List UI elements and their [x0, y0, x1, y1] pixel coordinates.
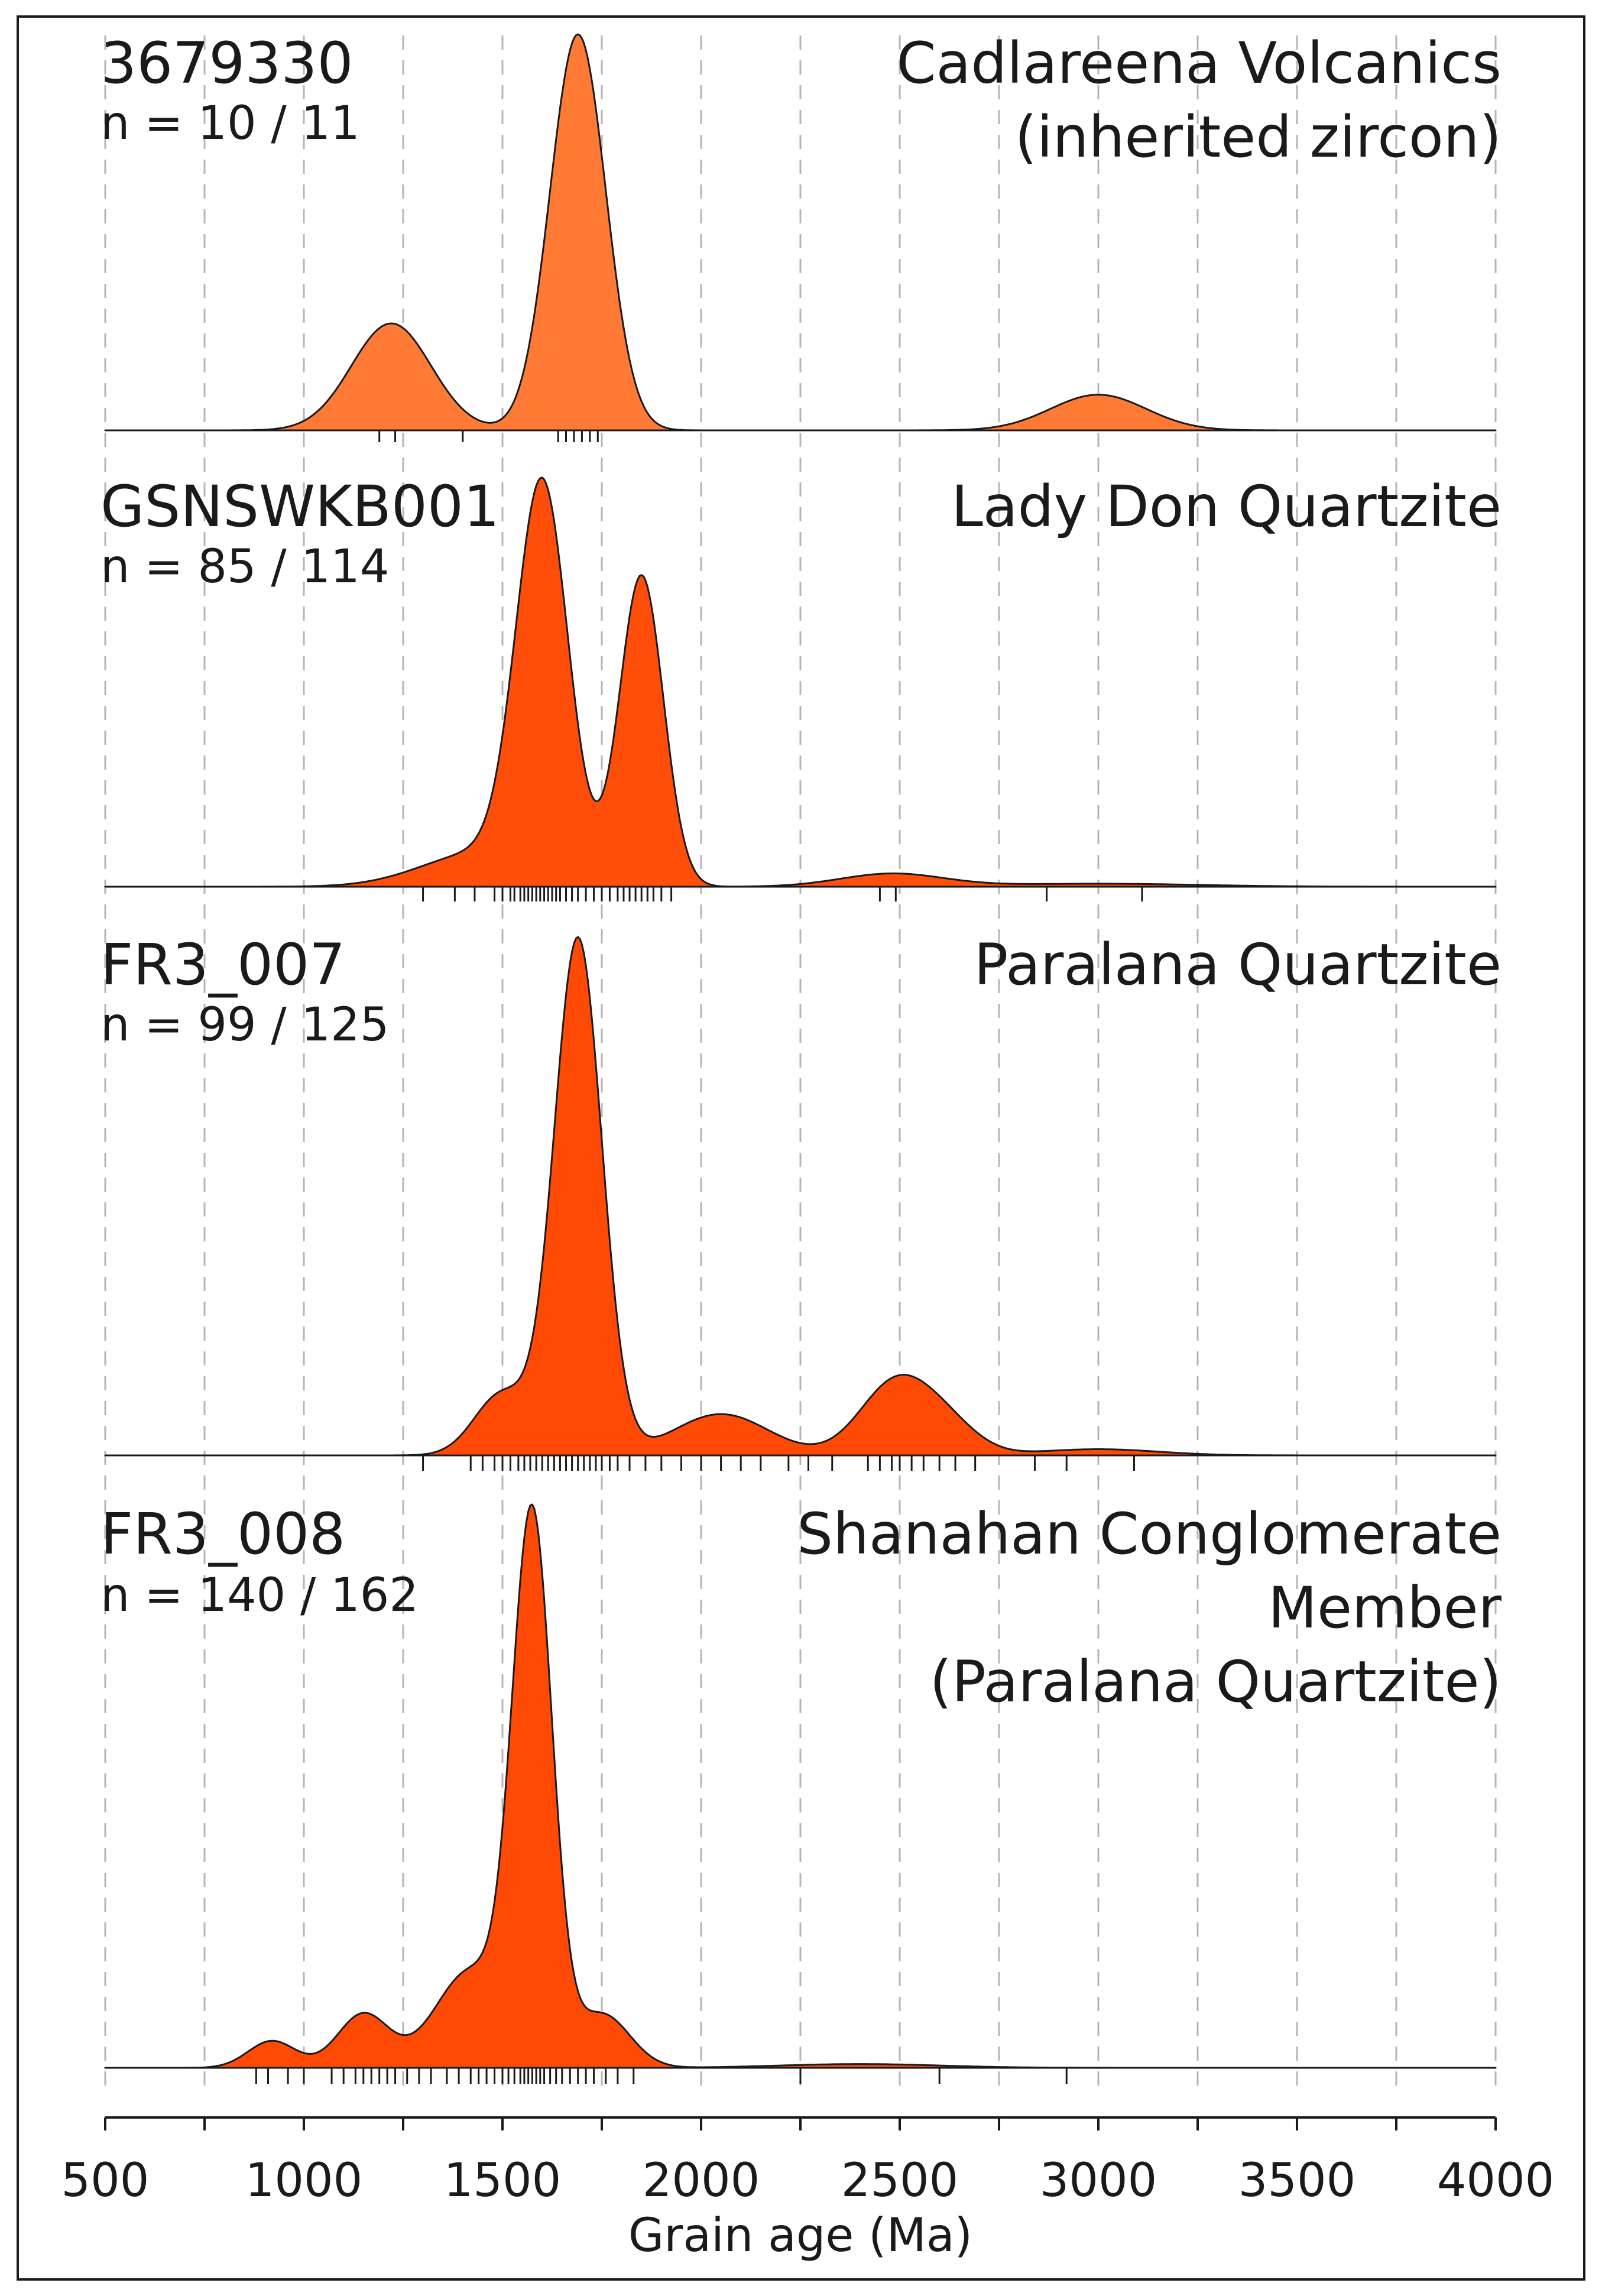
unit-name-line: Shanahan Conglomerate [797, 1501, 1502, 1567]
x-axis: 500 1000 1500 2000 2500 3000 3500 4000 Grain age… [61, 2116, 1555, 2262]
figure-frame [17, 15, 1585, 2281]
sample-count-4: n = 140 / 162 [100, 1569, 419, 1622]
x-tick-label: 3000 [1040, 2154, 1157, 2207]
x-axis-title: Grain age (Ma) [628, 2209, 972, 2262]
x-tick-label: 4000 [1437, 2154, 1555, 2207]
x-tick-label: 2000 [643, 2154, 760, 2207]
sample-id-2: GSNSWKB001 [100, 474, 500, 540]
x-tick-label: 1000 [245, 2154, 363, 2207]
x-tick-label: 500 [61, 2154, 150, 2207]
sample-id-3: FR3_007 [100, 932, 345, 998]
unit-name-line: Lady Don Quartzite [951, 474, 1502, 540]
gridlines [104, 35, 1497, 2093]
sample-id-4: FR3_008 [100, 1501, 345, 1567]
unit-name-line: (Paralana Quartzite) [930, 1649, 1502, 1715]
unit-name-line: Cadlareena Volcanics [896, 30, 1502, 96]
x-tick-label: 2500 [841, 2154, 959, 2207]
sample-count-1: n = 10 / 11 [100, 97, 360, 150]
sample-id-1: 3679330 [100, 30, 354, 96]
unit-name-line: (inherited zircon) [1015, 104, 1502, 170]
sample-count-3: n = 99 / 125 [100, 998, 389, 1052]
x-tick-label: 1500 [444, 2154, 562, 2207]
unit-name-line: Member [1268, 1575, 1502, 1641]
unit-name-line: Paralana Quartzite [974, 932, 1502, 998]
sample-count-2: n = 85 / 114 [100, 540, 389, 594]
x-tick-label: 3500 [1238, 2154, 1356, 2207]
